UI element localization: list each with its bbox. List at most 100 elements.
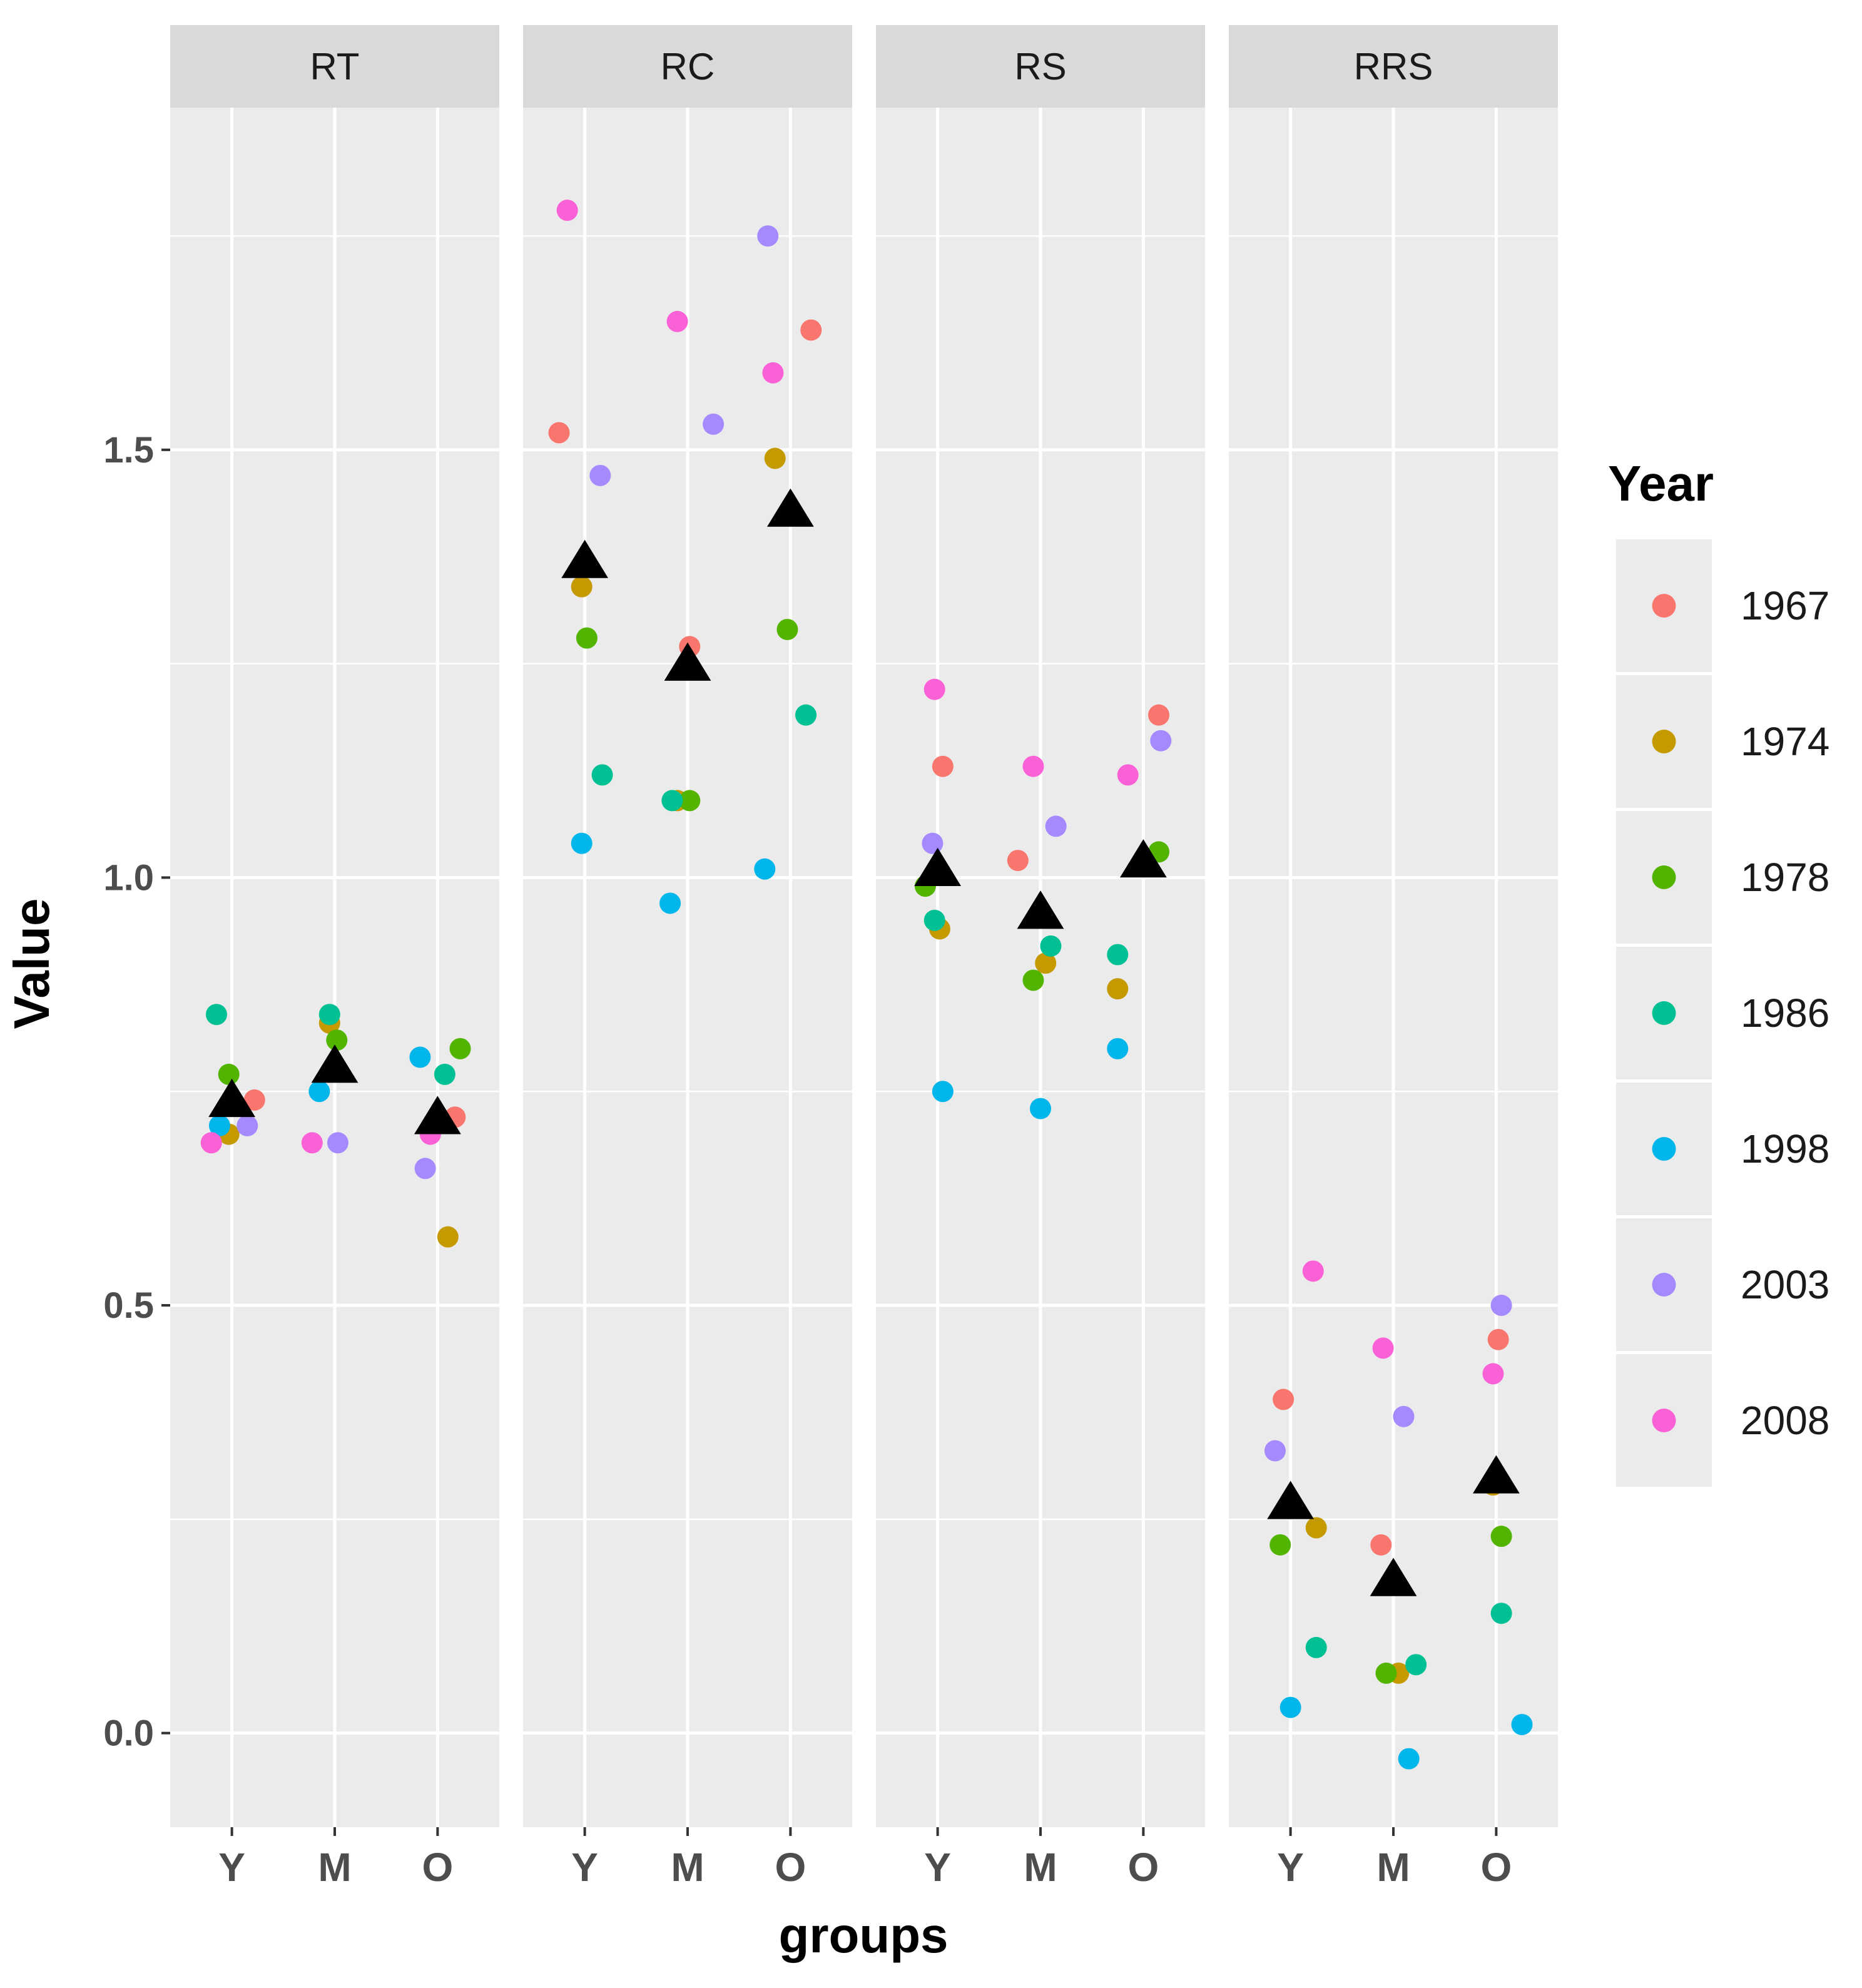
facet-strip-label: RRS [1354, 46, 1433, 88]
legend-item-1967: 1967 [1616, 539, 1829, 672]
data-point-1967 [1370, 1534, 1392, 1556]
data-point-2008 [1482, 1363, 1504, 1385]
data-point-1978 [576, 627, 598, 649]
legend-key-point [1652, 1409, 1676, 1432]
legend-item-1974: 1974 [1616, 675, 1829, 808]
data-point-1967 [1487, 1328, 1509, 1350]
mean-marker [561, 539, 609, 578]
legend-key-point [1652, 594, 1676, 618]
legend-key-point [1652, 865, 1676, 889]
data-point-1974 [437, 1226, 459, 1248]
data-point-2003 [703, 413, 725, 435]
legend: Year 1967 1974 1978 1986 1998 2003 2008 [1608, 456, 1829, 1487]
mean-marker [766, 488, 814, 527]
mean-marker [1017, 890, 1064, 929]
data-point-1998 [1279, 1696, 1301, 1718]
data-point-1978 [1269, 1534, 1291, 1556]
data-point-1986 [1490, 1603, 1512, 1624]
legend-item-2003: 2003 [1616, 1218, 1829, 1351]
data-point-1967 [548, 422, 570, 444]
mean-marker [1370, 1557, 1417, 1596]
legend-label: 1978 [1741, 855, 1829, 900]
data-point-1986 [923, 909, 945, 931]
legend-label: 1986 [1741, 991, 1829, 1036]
data-point-1967 [1007, 850, 1029, 872]
data-point-1974 [1107, 978, 1129, 1000]
data-point-1978 [1022, 969, 1044, 991]
x-tick-label: Y [924, 1845, 951, 1890]
data-point-1978 [326, 1029, 348, 1051]
data-point-2003 [589, 464, 611, 486]
facet-strip-label: RC [661, 46, 715, 88]
data-point-2008 [1372, 1337, 1394, 1359]
data-point-1967 [1273, 1389, 1295, 1410]
data-point-1998 [932, 1081, 954, 1103]
facet-strip-label: RT [310, 46, 360, 88]
data-point-1986 [318, 1004, 340, 1026]
data-point-1986 [205, 1004, 227, 1026]
legend-label: 2008 [1741, 1398, 1829, 1443]
legend-title: Year [1608, 456, 1714, 511]
facet-panel-rrs: RRS Y M O [1229, 25, 1558, 1890]
y-axis: 0.0 0.5 1.0 1.5 [103, 430, 170, 1754]
data-point-1986 [1305, 1636, 1327, 1658]
facet-strip [170, 25, 499, 108]
legend-label: 1967 [1741, 583, 1829, 628]
y-tick-label: 1.0 [103, 857, 154, 898]
data-point-1986 [661, 790, 683, 812]
legend-item-1998: 1998 [1616, 1083, 1829, 1215]
legend-item-1978: 1978 [1616, 811, 1829, 944]
data-point-1986 [434, 1063, 455, 1085]
data-point-1974 [1305, 1517, 1327, 1539]
data-point-2003 [1150, 730, 1172, 752]
facet-strip [523, 25, 852, 108]
data-point-2008 [762, 362, 784, 384]
legend-item-1986: 1986 [1616, 947, 1829, 1079]
data-point-2003 [327, 1132, 348, 1154]
x-tick-label: M [318, 1845, 351, 1890]
data-point-2008 [1117, 764, 1139, 786]
data-point-1986 [795, 704, 817, 726]
mean-marker [208, 1078, 256, 1118]
mean-marker [914, 847, 962, 886]
mean-marker [311, 1044, 359, 1083]
data-point-1974 [1035, 952, 1057, 974]
legend-item-2008: 2008 [1616, 1354, 1829, 1487]
x-tick-label: O [1127, 1845, 1159, 1890]
x-tick-label: O [422, 1845, 453, 1890]
data-point-1967 [1148, 704, 1170, 726]
data-point-2008 [1302, 1260, 1324, 1282]
x-tick-label: M [671, 1845, 704, 1890]
data-point-1998 [659, 892, 681, 914]
y-tick-label: 0.0 [103, 1713, 154, 1754]
data-point-2003 [922, 832, 944, 854]
legend-key-point [1652, 1137, 1676, 1161]
data-point-1974 [571, 576, 593, 598]
data-point-1998 [1107, 1037, 1129, 1059]
data-point-1986 [591, 764, 613, 786]
data-point-1967 [932, 755, 954, 777]
data-point-2003 [237, 1114, 258, 1136]
data-point-1998 [1030, 1098, 1051, 1119]
data-point-1978 [218, 1063, 240, 1085]
facet-panel-rs: RS Y M O [876, 25, 1205, 1890]
data-point-1967 [800, 319, 822, 341]
data-point-1998 [208, 1114, 230, 1136]
legend-key-point [1652, 730, 1676, 753]
data-point-1978 [1375, 1662, 1397, 1684]
data-point-2003 [1045, 815, 1067, 837]
x-tick-label: Y [571, 1845, 598, 1890]
facet-panel-rt: RT Y M O [170, 25, 499, 1890]
data-point-2003 [414, 1158, 436, 1180]
facet-strip-label: RS [1014, 46, 1066, 88]
data-point-1986 [1405, 1654, 1427, 1676]
data-point-2008 [556, 200, 578, 222]
legend-label: 1974 [1741, 719, 1829, 764]
mean-marker [664, 642, 711, 681]
facet-strip [1229, 25, 1558, 108]
data-point-2003 [1393, 1405, 1415, 1427]
facet-panels: RT Y M O RC Y M O RS Y M O RRS Y M O [170, 25, 1558, 1890]
legend-key-point [1652, 1001, 1676, 1025]
data-point-1978 [449, 1037, 471, 1059]
